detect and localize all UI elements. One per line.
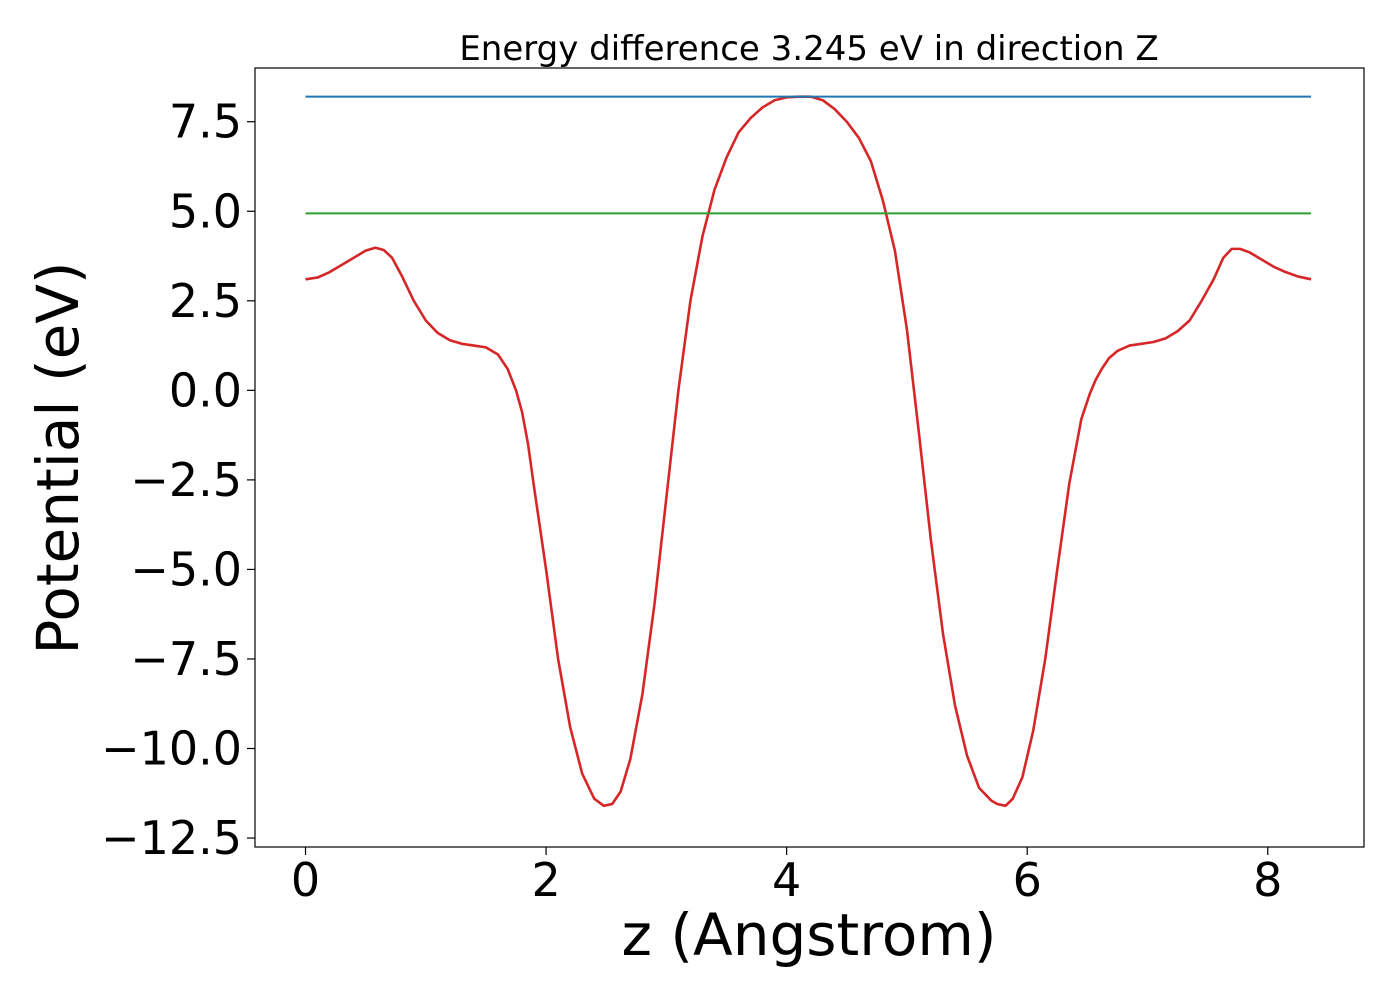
y-tick-label: 0.0 xyxy=(169,363,242,417)
x-tick-label: 0 xyxy=(291,853,320,907)
y-axis-ticks: 7.5 5.0 2.5 0.0 −2.5 −5.0 −7.5 −10.0 −12.5 xyxy=(101,95,255,865)
x-tick-label: 2 xyxy=(531,853,560,907)
x-tick-label: 8 xyxy=(1253,853,1282,907)
plot-frame xyxy=(254,67,1365,848)
y-tick-label: −10.0 xyxy=(101,722,242,776)
y-tick-label: −5.0 xyxy=(130,542,242,596)
x-axis-ticks: 0 2 4 6 8 xyxy=(291,847,1282,907)
series-layer xyxy=(305,95,1312,808)
y-tick-label: −12.5 xyxy=(101,811,242,865)
y-tick-label: 2.5 xyxy=(169,274,242,328)
series-line-0 xyxy=(305,95,1312,808)
x-tick-label: 4 xyxy=(772,853,801,907)
y-tick-label: −2.5 xyxy=(130,453,242,507)
x-axis-label: z (Angstrom) xyxy=(622,901,997,969)
y-tick-label: 5.0 xyxy=(169,184,242,238)
y-tick-label: 7.5 xyxy=(169,95,242,149)
y-axis-label: Potential (eV) xyxy=(24,261,92,654)
y-tick-label: −7.5 xyxy=(130,632,242,686)
chart-title: Energy difference 3.245 eV in direction … xyxy=(459,29,1158,69)
x-tick-label: 6 xyxy=(1013,853,1042,907)
